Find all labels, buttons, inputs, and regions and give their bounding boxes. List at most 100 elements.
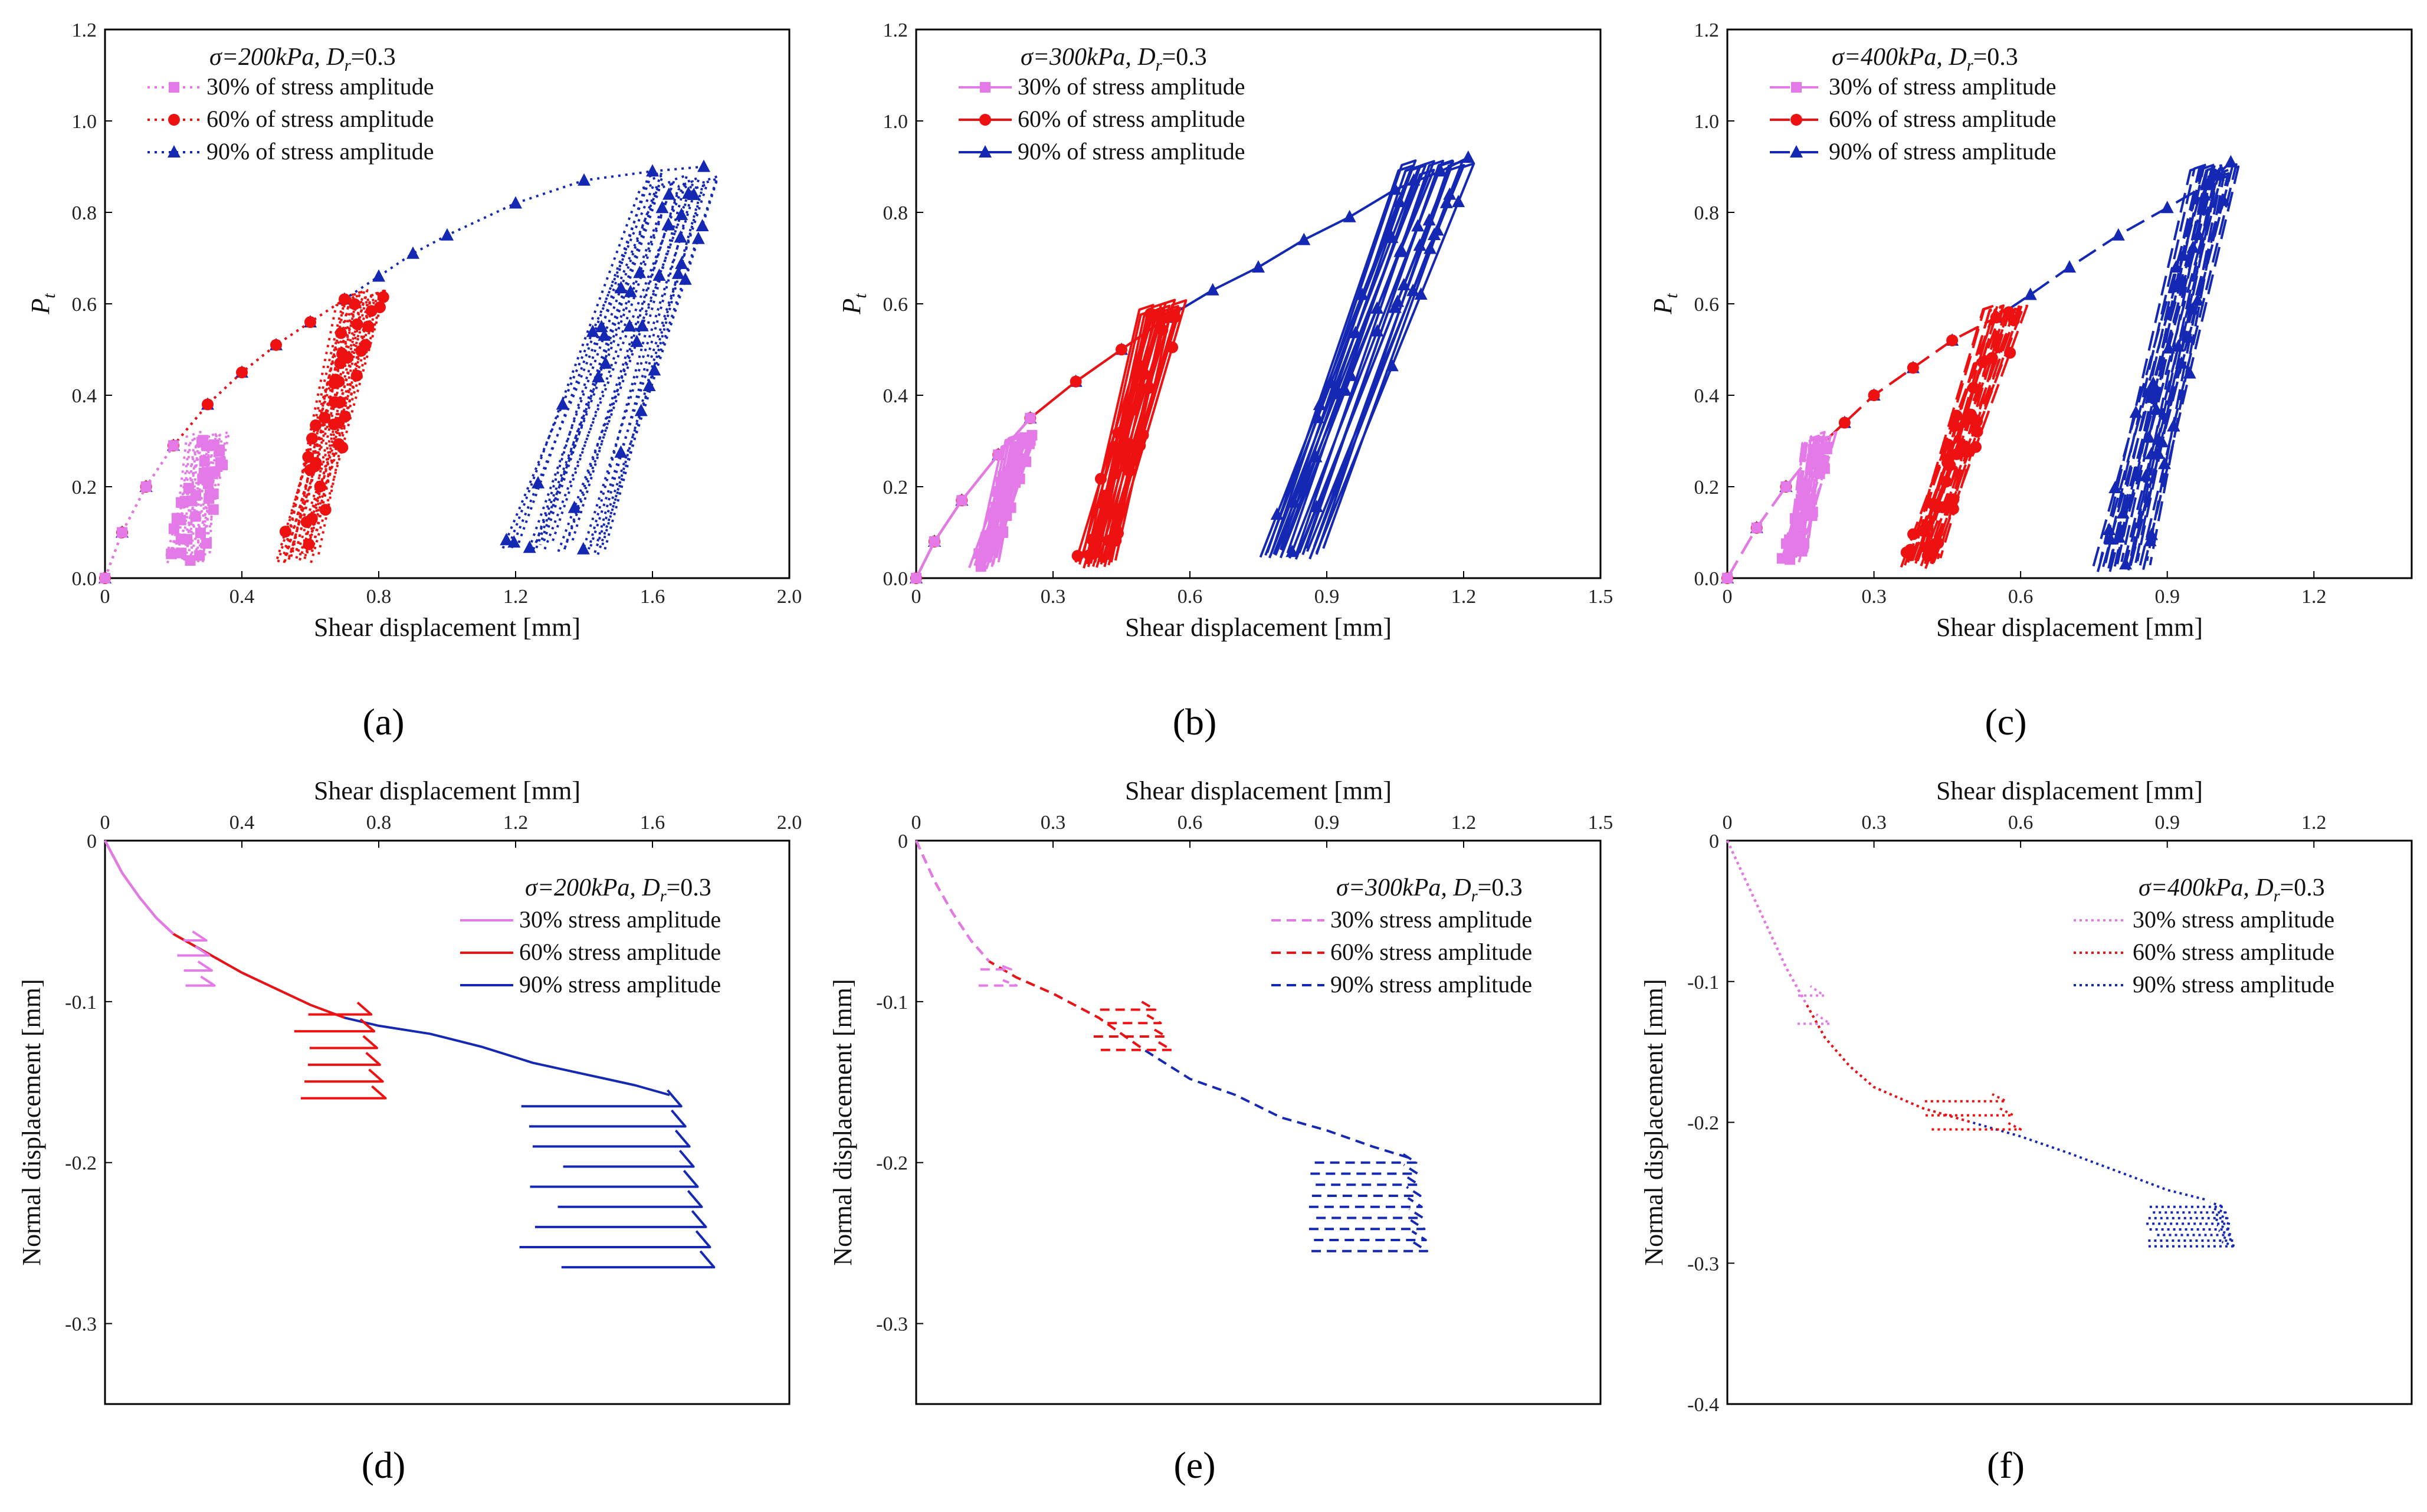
cycle-step (1924, 1093, 2008, 1103)
data-marker (614, 445, 628, 458)
data-marker (2224, 155, 2238, 168)
panel-a: σ=200kPa, Dr=0.3 (a) (104, 28, 791, 743)
data-marker (592, 370, 605, 383)
chart-a: 0 0.4 0.8 1.2 1.6 2.0 0.0 0.2 0.4 0.6 0.8 1.0 1.2 She… (26, 19, 802, 642)
legend-entry-e-2: 60% stress amplitude (1271, 939, 1532, 965)
data-marker (595, 320, 608, 333)
data-marker (1339, 383, 1352, 396)
series-b-90 (910, 150, 1475, 583)
data-marker (208, 504, 219, 515)
data-marker (2145, 527, 2159, 540)
panel-b: σ=300kPa, Dr=0.3 (b) (915, 28, 1602, 743)
y-axis-title: Normal displacement [mm] (828, 979, 857, 1265)
data-marker (182, 534, 193, 545)
data-marker (674, 230, 687, 243)
data-marker (214, 446, 225, 457)
data-marker (993, 449, 1004, 460)
legend-marker (1791, 82, 1802, 93)
data-marker (372, 269, 385, 282)
x-tick-label: 1.5 (1588, 586, 1613, 608)
data-marker (2143, 533, 2157, 546)
x-tick-label: 1.2 (1451, 812, 1477, 834)
legend-label: 90% of stress amplitude (206, 138, 434, 165)
condition-e: σ=300kPa, Dr=0.3 (1336, 874, 1523, 906)
y-axis-title: Pt (26, 293, 59, 315)
panel-label-f: (f) (1987, 1444, 2025, 1486)
data-marker (279, 526, 291, 538)
data-marker (1388, 300, 1402, 313)
cycle-step (563, 1149, 695, 1168)
y-tick-label: -0.1 (65, 992, 97, 1014)
legend-label: 60% of stress amplitude (1018, 106, 1245, 132)
cycle-loop (543, 173, 688, 550)
data-marker (1110, 534, 1122, 547)
y-tick-label: 0.6 (883, 294, 909, 316)
data-marker (208, 488, 219, 500)
data-marker (1428, 227, 1441, 240)
cycle-step (1308, 1219, 1426, 1231)
legend-entry-b-3: 90% of stress amplitude (959, 138, 1245, 165)
y-axis-title: Normal displacement [mm] (17, 979, 46, 1265)
backbone-line (915, 840, 1145, 1051)
data-marker (2160, 201, 2174, 214)
condition-a: σ=200kPa, Dr=0.3 (209, 44, 396, 75)
y-tick-label: 0 (1709, 831, 1719, 852)
legend-label: 90% stress amplitude (519, 971, 721, 998)
data-marker (270, 339, 282, 351)
data-marker (509, 196, 522, 209)
data-marker (1810, 445, 1821, 455)
legend-entry-a-2: 60% of stress amplitude (147, 106, 434, 132)
data-marker (1206, 283, 1219, 296)
x-axis-title: Shear displacement [mm] (1125, 776, 1392, 805)
y-axis-title-sub: t (40, 293, 59, 299)
legend-marker (169, 82, 179, 93)
data-marker (655, 201, 669, 214)
legend-label: 60% stress amplitude (2133, 939, 2334, 965)
x-tick-label: 0.8 (366, 586, 392, 608)
cycle-step (1931, 1121, 2022, 1131)
data-marker (304, 316, 316, 328)
cycle-loop (288, 288, 369, 557)
cycle-loop (2142, 165, 2240, 570)
data-marker (1806, 510, 1818, 522)
data-marker (1932, 537, 1944, 549)
y-tick-label: 0.2 (72, 477, 97, 498)
cycle-loop (182, 432, 218, 561)
backbone-line (1726, 449, 1816, 579)
cycle-loop (299, 301, 375, 556)
cycle-step (2148, 1212, 2229, 1219)
x-tick-label: 0 (911, 812, 921, 834)
panel-label-a: (a) (362, 701, 404, 743)
cycle-loop (1298, 159, 1454, 553)
cycle-step (532, 1129, 691, 1148)
panel-label-c: (c) (1985, 701, 2026, 743)
x-tick-label: 1.2 (2301, 586, 2327, 608)
data-marker (523, 540, 536, 553)
legend-entry-f-1: 30% stress amplitude (2074, 906, 2334, 933)
cycle-loop (1264, 159, 1417, 556)
cycle-step (2149, 1224, 2232, 1231)
cycle-step (307, 1052, 381, 1066)
cycle-step (1107, 1014, 1162, 1025)
legend-entry-b-2: 60% of stress amplitude (959, 106, 1245, 132)
x-tick-label: 1.5 (1588, 812, 1613, 834)
x-axis-title: Shear displacement [mm] (1936, 776, 2203, 805)
legend-entry-f-2: 60% stress amplitude (2074, 939, 2334, 965)
x-tick-label: 0.9 (1314, 586, 1340, 608)
x-tick-label: 0.4 (229, 586, 255, 608)
legend-label: 60% of stress amplitude (1829, 106, 2057, 132)
data-marker (1166, 341, 1179, 353)
legend-label: 90% stress amplitude (1330, 971, 1532, 998)
data-marker (1461, 150, 1475, 163)
data-marker (697, 159, 710, 172)
cycle-step (1100, 1001, 1157, 1011)
data-marker (633, 265, 647, 278)
data-marker (998, 526, 1009, 537)
data-marker (1990, 311, 2002, 324)
cycle-step (1314, 1153, 1418, 1164)
y-tick-label: 0.8 (72, 202, 97, 224)
x-tick-label: 0 (1723, 586, 1733, 608)
data-marker (1116, 343, 1127, 356)
data-marker (168, 440, 179, 451)
cycle-step (177, 945, 211, 957)
